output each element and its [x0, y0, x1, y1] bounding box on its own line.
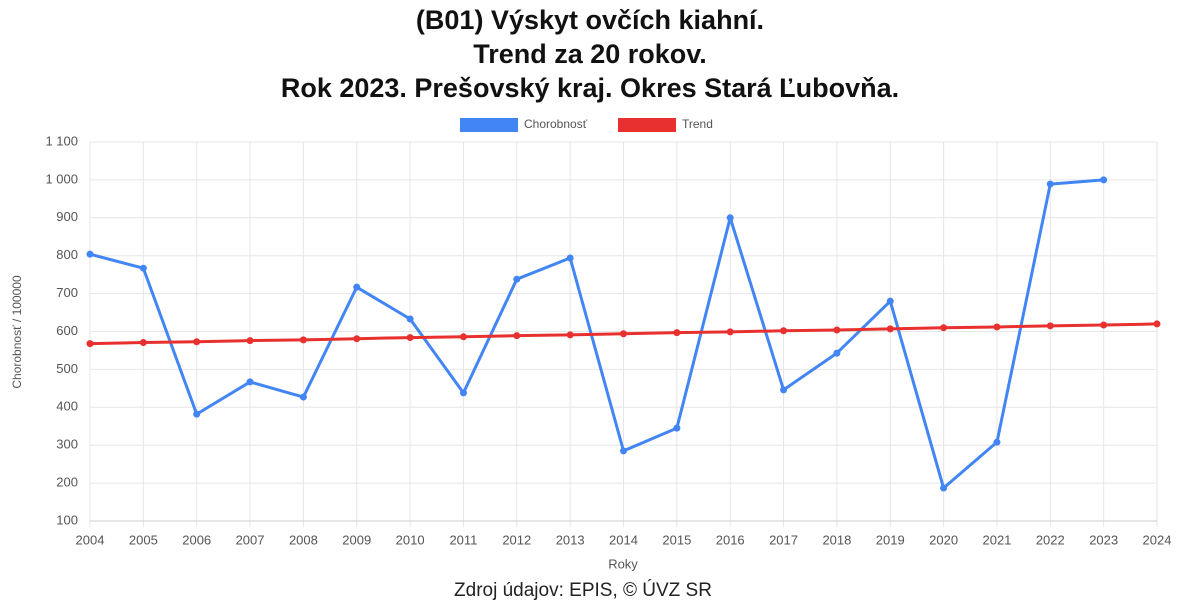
point — [513, 332, 521, 340]
x-tick-label: 2010 — [396, 532, 425, 547]
x-tick-label: 2009 — [342, 532, 371, 547]
y-tick-label: 600 — [56, 323, 78, 338]
point — [1153, 320, 1161, 328]
y-tick-label: 500 — [56, 361, 78, 376]
point — [1100, 321, 1108, 329]
point — [566, 254, 574, 262]
point — [86, 340, 94, 348]
x-tick-label: 2011 — [449, 532, 477, 547]
legend-label: Chorobnosť — [524, 117, 588, 131]
point — [833, 326, 841, 334]
y-tick-label: 200 — [56, 475, 78, 490]
y-axis-label: Chorobnosť / 100000 — [10, 275, 24, 389]
x-tick-label: 2023 — [1089, 532, 1118, 547]
point — [299, 393, 307, 401]
legend-swatch — [460, 118, 518, 132]
legend-swatch — [618, 118, 676, 132]
point — [353, 283, 361, 291]
point — [406, 315, 414, 323]
point — [620, 330, 627, 338]
x-axis-label: Roky — [608, 556, 638, 571]
x-tick-label: 2018 — [822, 532, 851, 547]
y-tick-label: 100 — [56, 512, 78, 527]
point — [673, 329, 681, 337]
chart-title: Rok 2023. Prešovský kraj. Okres Stará Ľu… — [281, 73, 899, 103]
x-tick-label: 2006 — [182, 532, 211, 547]
point — [620, 447, 627, 455]
point — [993, 323, 1001, 331]
point — [86, 250, 94, 258]
x-tick-label: 2012 — [502, 532, 531, 547]
point — [193, 410, 201, 418]
point — [1100, 176, 1108, 184]
point — [246, 378, 254, 386]
y-tick-label: 300 — [56, 437, 78, 452]
point — [193, 338, 201, 346]
x-tick-label: 2017 — [769, 532, 798, 547]
chart-title: (B01) Výskyt ovčích kiahní. — [416, 5, 764, 35]
x-tick-label: 2007 — [236, 532, 265, 547]
x-tick-label: 2020 — [929, 532, 958, 547]
point — [406, 334, 414, 342]
point — [993, 438, 1001, 446]
point — [780, 327, 788, 335]
x-tick-label: 2008 — [289, 532, 318, 547]
legend-label: Trend — [682, 117, 713, 131]
y-tick-label: 700 — [56, 285, 78, 300]
y-tick-label: 1 000 — [45, 171, 78, 186]
y-tick-label: 800 — [56, 247, 78, 262]
point — [299, 336, 307, 344]
x-tick-label: 2004 — [76, 532, 105, 547]
point — [673, 424, 681, 432]
point — [1046, 180, 1054, 188]
point — [459, 333, 467, 341]
point — [940, 324, 948, 332]
source: Zdroj údajov: EPIS, © ÚVZ SR — [454, 579, 712, 601]
point — [886, 325, 894, 333]
line — [89, 178, 1104, 490]
point — [940, 484, 948, 492]
point — [139, 264, 147, 272]
x-tick-label: 2014 — [609, 532, 638, 547]
point — [566, 331, 574, 339]
chart-title: Trend za 20 rokov. — [473, 39, 707, 69]
point — [726, 328, 734, 336]
x-tick-label: 2021 — [982, 532, 1011, 547]
x-tick-label: 2005 — [129, 532, 158, 547]
point — [353, 335, 361, 343]
point — [1046, 322, 1054, 330]
y-tick-label: 900 — [56, 209, 78, 224]
x-tick-label: 2022 — [1036, 532, 1065, 547]
y-tick-label: 400 — [56, 399, 78, 414]
x-tick-label: 2015 — [662, 532, 691, 547]
point — [726, 214, 734, 222]
x-tick-label: 2016 — [716, 532, 745, 547]
x-tick-label: 2024 — [1143, 532, 1172, 547]
point — [780, 386, 788, 394]
x-tick-label: 2019 — [876, 532, 905, 547]
point — [886, 297, 894, 305]
x-tick-label: 2013 — [556, 532, 585, 547]
point — [139, 338, 147, 346]
y-tick-label: 1 100 — [45, 133, 78, 148]
point — [246, 337, 254, 345]
point — [459, 389, 467, 397]
point — [833, 349, 841, 357]
point — [513, 275, 521, 283]
